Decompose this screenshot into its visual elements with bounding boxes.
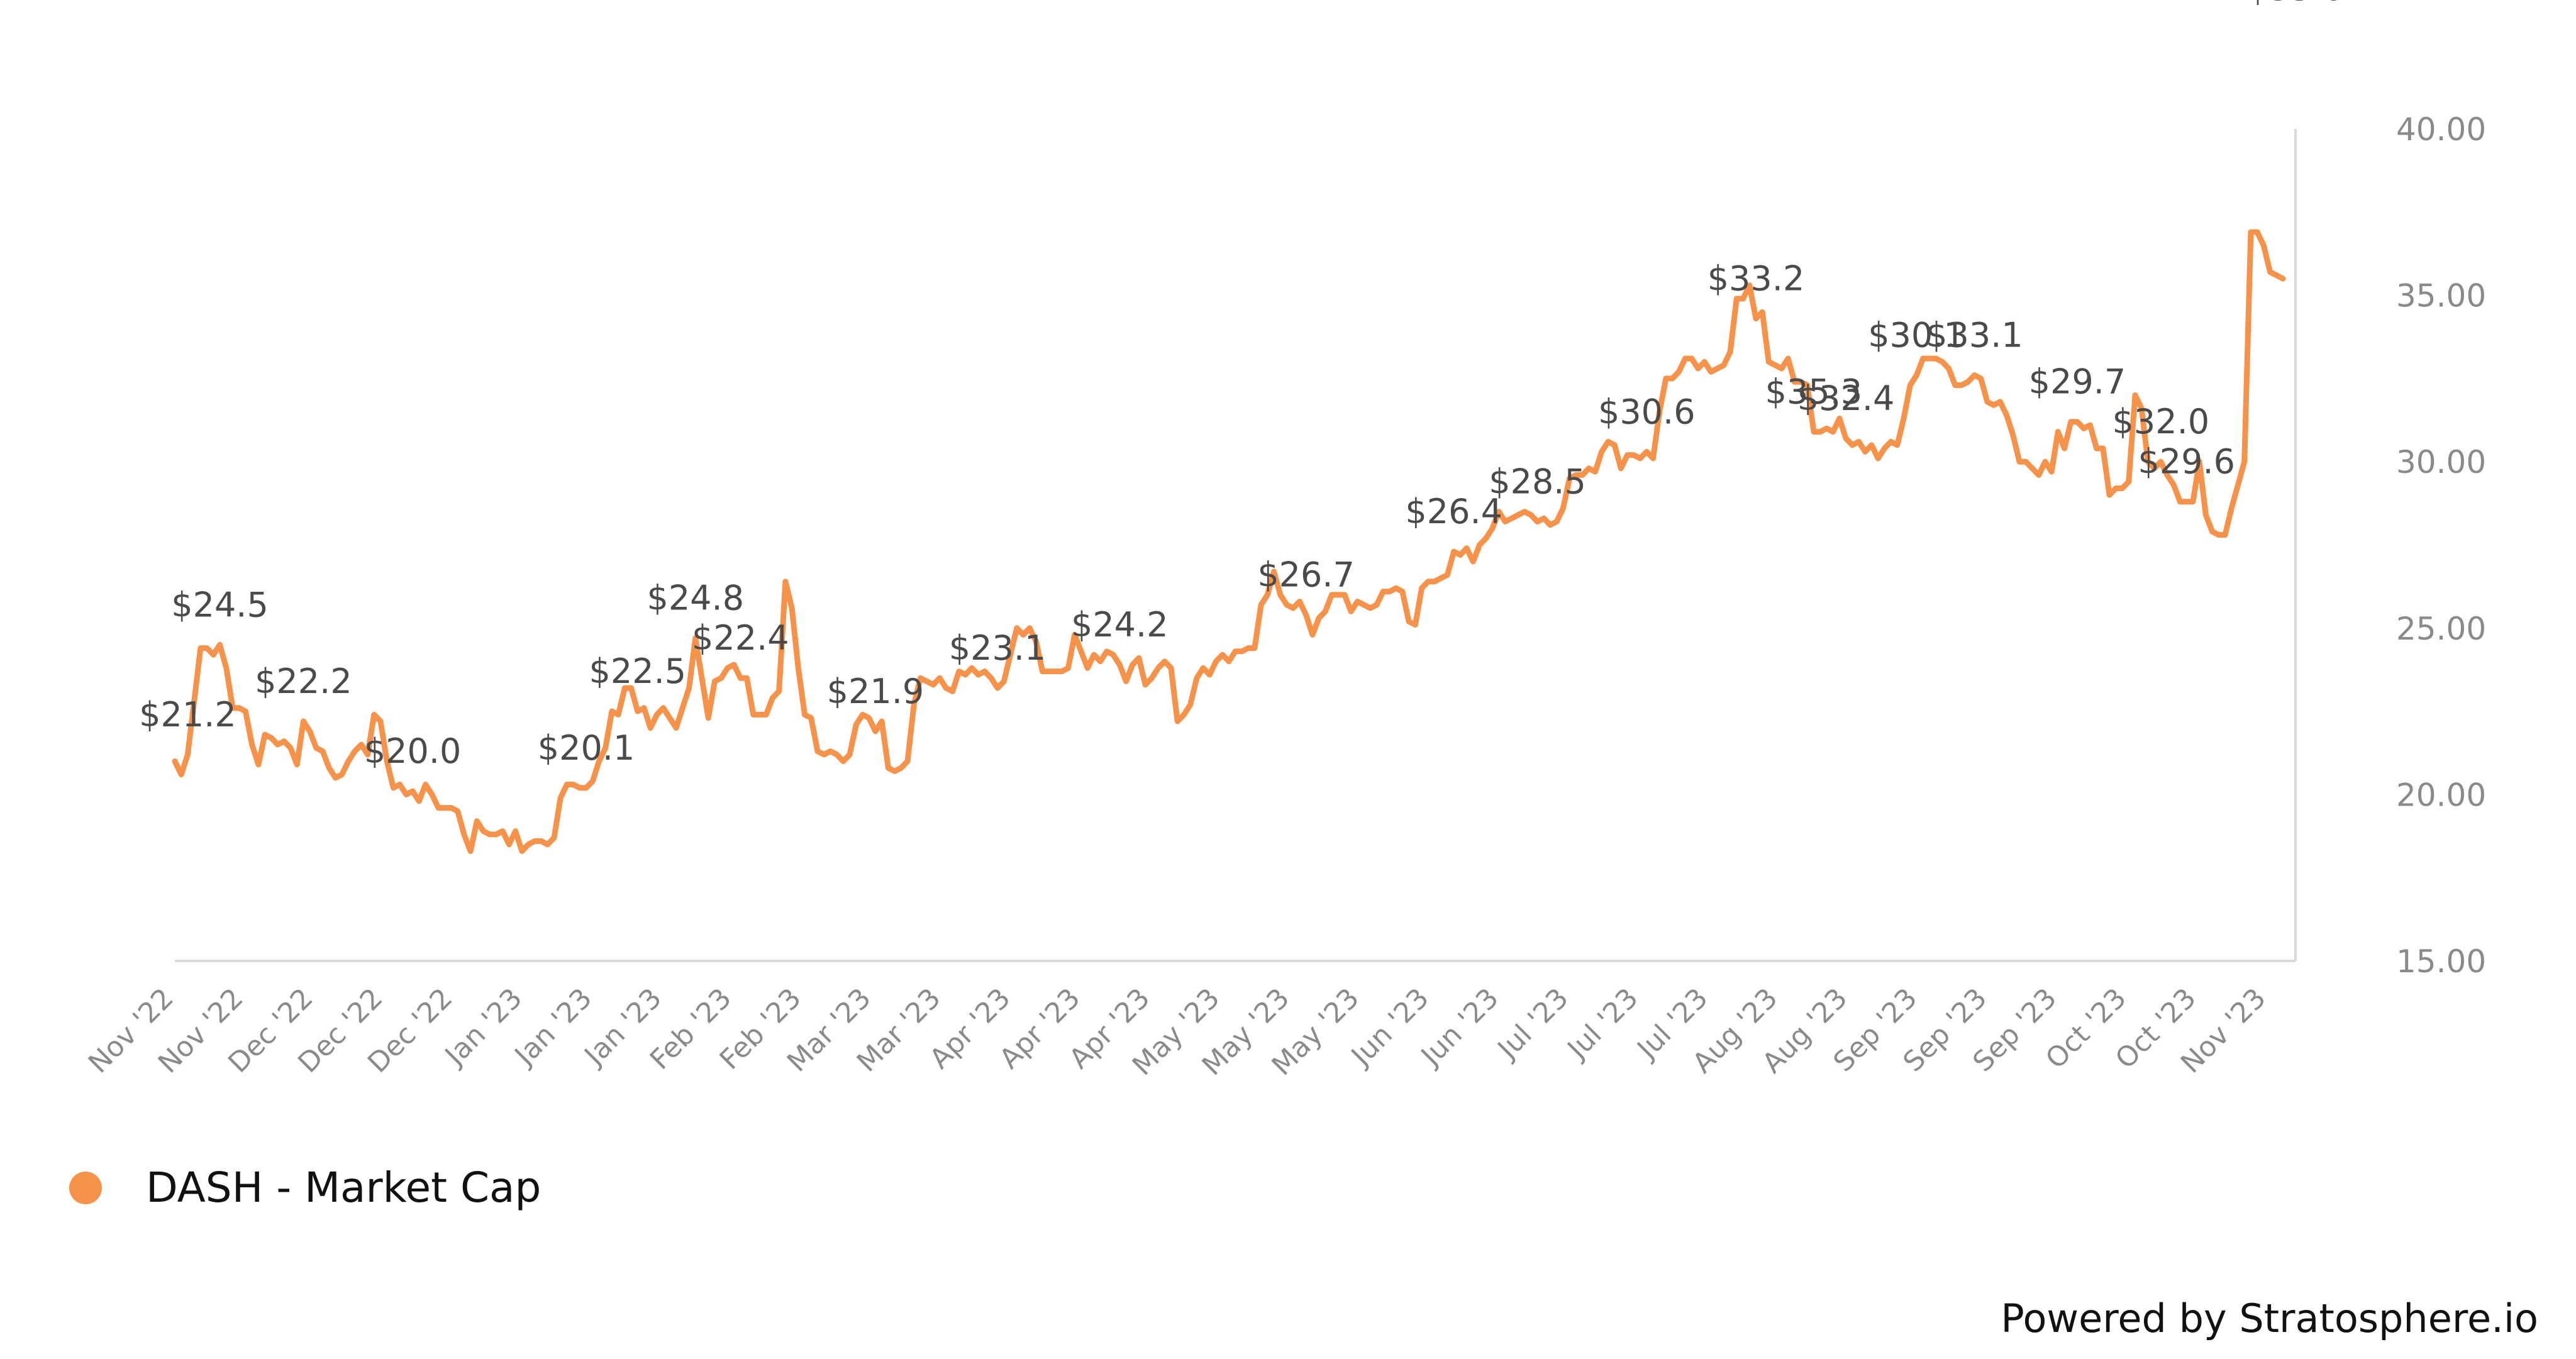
data-label: $23.1 — [949, 628, 1046, 668]
dash-market-cap-line — [172, 229, 2286, 854]
y-axis-ticks: 15.00 20.00 25.00 30.00 35.00 40.00 — [2396, 111, 2486, 980]
legend-label: DASH - Market Cap — [146, 1163, 541, 1212]
data-label: $35.3 — [1765, 372, 1863, 412]
legend: DASH - Market Cap — [69, 1163, 541, 1212]
powered-by-footer: Powered by Stratosphere.io — [2001, 1295, 2538, 1341]
y-tick-label: 35.00 — [2396, 278, 2486, 314]
data-label: $24.5 — [171, 585, 269, 624]
data-label: $26.7 — [1257, 555, 1355, 595]
data-label: $24.2 — [1071, 605, 1169, 645]
data-label: $22.5 — [589, 652, 687, 691]
data-label: $29.6 — [2138, 442, 2235, 482]
data-label: $24.8 — [647, 579, 744, 618]
data-label: $21.9 — [827, 672, 924, 711]
x-tick-label: Jul '23 — [1491, 982, 1575, 1067]
x-tick-label: Jun '23 — [1344, 982, 1435, 1073]
data-label: $26.4 — [1405, 492, 1502, 531]
x-tick-label: Jan '23 — [438, 982, 528, 1073]
y-tick-label: 30.00 — [2396, 444, 2486, 480]
x-tick-label: Jul '23 — [1560, 982, 1645, 1067]
data-label: $33.2 — [1707, 259, 1805, 299]
data-label: $32.0 — [2112, 402, 2210, 441]
data-label: $30.1 — [1868, 316, 1965, 355]
data-label: $20.1 — [538, 728, 635, 768]
y-tick-label: 15.00 — [2396, 943, 2486, 980]
data-label: $32.4 — [1797, 379, 1895, 418]
data-label: $21.2 — [139, 695, 236, 735]
data-label: $28.5 — [1489, 462, 1586, 501]
data-label: $33.1 — [1926, 316, 2023, 355]
y-tick-label: 25.00 — [2396, 611, 2486, 647]
data-label: $22.2 — [255, 662, 352, 701]
legend-marker-icon — [69, 1171, 102, 1204]
data-label: $20.0 — [364, 731, 462, 771]
data-labels: $21.2 $24.5 $22.2 $20.0 $20.1 $22.5 $24.8$22.4… — [139, 0, 2345, 771]
x-tick-label: Jan '23 — [508, 982, 598, 1073]
y-tick-label: 20.00 — [2396, 777, 2486, 813]
data-label: $29.7 — [2029, 362, 2126, 402]
data-label: $35.0 — [2247, 0, 2345, 8]
data-label: $22.4 — [692, 618, 789, 658]
x-tick-label: Jun '23 — [1414, 982, 1505, 1073]
data-label: $30.6 — [1598, 392, 1696, 431]
y-tick-label: 40.00 — [2396, 111, 2486, 148]
